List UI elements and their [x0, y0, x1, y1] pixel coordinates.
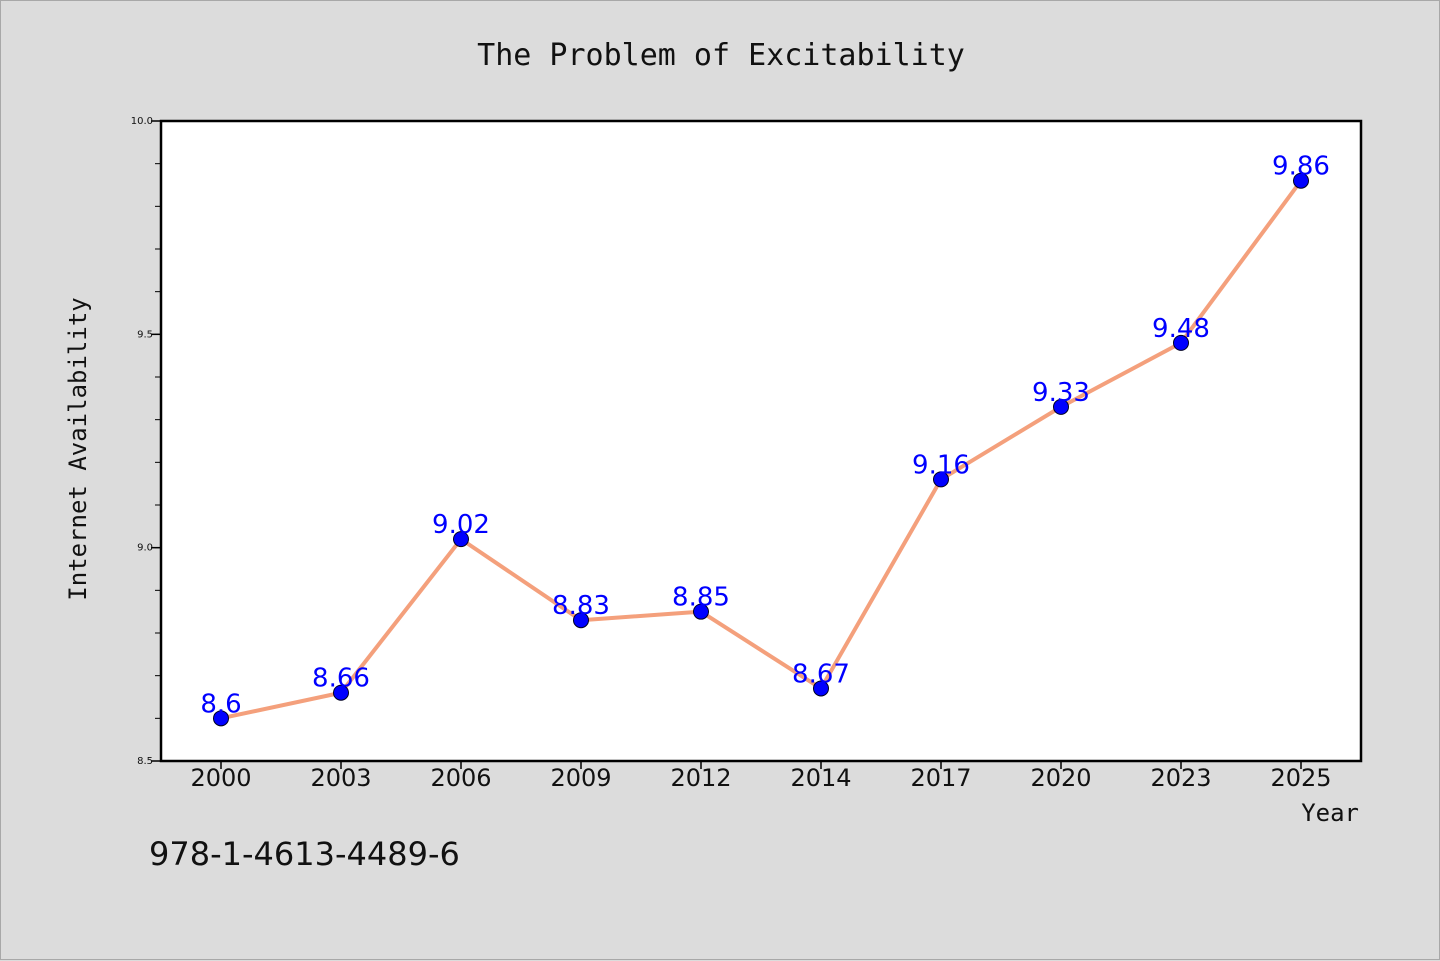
data-label: 9.33: [1032, 378, 1090, 408]
data-label: 9.16: [912, 450, 970, 480]
data-point: [933, 471, 949, 488]
x-tick-label: 2003: [310, 764, 371, 792]
data-point: [1173, 334, 1189, 351]
data-point: [813, 680, 829, 697]
data-label: 8.85: [672, 583, 730, 613]
x-axis: 2000 2003 2006 2009 2012 2014 2017 2020 2023 2025: [190, 761, 1332, 792]
x-tick-label: 2006: [430, 764, 491, 792]
y-tick-label: 9.0: [137, 543, 153, 554]
series-line: [219, 178, 1303, 721]
data-point: [1053, 398, 1069, 415]
x-tick-label: 2017: [910, 764, 971, 792]
data-point: [453, 531, 469, 548]
data-point: [213, 710, 229, 727]
data-label: 9.86: [1272, 152, 1330, 182]
x-tick-label: 2020: [1030, 764, 1091, 792]
x-tick-label: 2012: [670, 764, 731, 792]
y-tick-label: 8.5: [137, 756, 153, 767]
data-label: 8.83: [552, 591, 610, 621]
y-tick-label: 10.0: [131, 116, 153, 127]
data-label: 9.48: [1152, 314, 1210, 344]
x-tick-label: 2014: [790, 764, 851, 792]
plot-area: [159, 119, 1363, 763]
y-axis: 8.5 9.0 9.5 10.0: [131, 116, 161, 767]
data-label: 9.02: [432, 510, 490, 540]
data-labels: 8.6 8.66 9.02 8.83 8.85 8.67 9.16 9.33 9.48 9.86: [200, 152, 1330, 720]
data-point: [693, 603, 709, 620]
x-tick-label: 2023: [1150, 764, 1211, 792]
chart-title: The Problem of Excitability: [477, 38, 965, 73]
data-label: 8.67: [792, 659, 850, 689]
x-tick-label: 2025: [1270, 764, 1331, 792]
series-markers: [213, 172, 1309, 727]
x-tick-label: 2000: [190, 764, 251, 792]
y-tick-label: 9.5: [137, 329, 153, 340]
y-axis-label: Internet Availability: [64, 297, 92, 600]
data-label: 8.66: [312, 664, 370, 694]
data-point: [333, 684, 349, 701]
x-axis-label: Year: [1301, 799, 1359, 827]
isbn-annotation: 978-1-4613-4489-6: [149, 835, 460, 873]
x-tick-label: 2009: [550, 764, 611, 792]
data-point: [573, 612, 589, 629]
data-label: 8.6: [200, 689, 241, 719]
data-point: [1293, 172, 1309, 189]
